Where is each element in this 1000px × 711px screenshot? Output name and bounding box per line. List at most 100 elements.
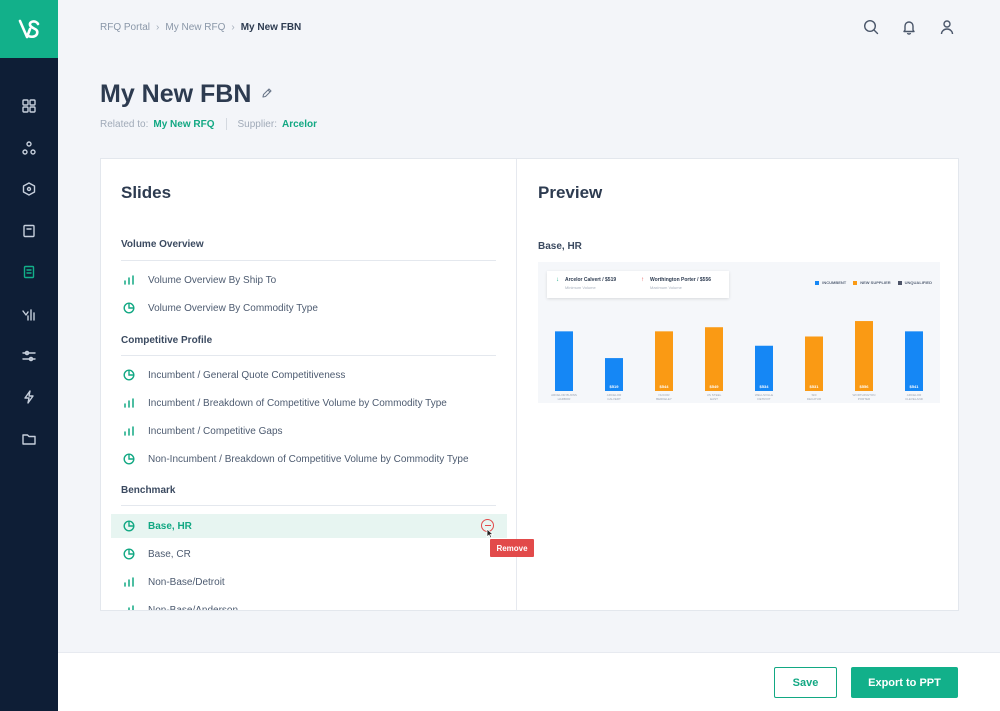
search-icon[interactable] xyxy=(862,18,880,36)
bell-icon[interactable] xyxy=(900,18,918,36)
bar-chart-icon xyxy=(123,576,135,588)
section-divider xyxy=(121,355,496,356)
edit-pencil-icon[interactable] xyxy=(261,86,273,104)
network-icon xyxy=(22,141,36,155)
x-tick-label: DETROIT xyxy=(757,397,770,401)
slide-list-item[interactable]: Incumbent / Competitive Gaps xyxy=(111,419,507,443)
bar-data-label: $549 xyxy=(710,384,720,389)
section-title: Competitive Profile xyxy=(121,335,213,346)
breadcrumb-separator: › xyxy=(156,22,160,33)
x-tick-label: DECATUR xyxy=(807,397,822,401)
slide-label: Non-Base/Anderson xyxy=(148,604,239,611)
lightning-icon xyxy=(24,390,34,404)
slide-list-item[interactable]: Non-Base/Anderson xyxy=(111,598,507,610)
slide-list-item[interactable]: Base, HR xyxy=(111,514,507,538)
slide-label: Incumbent / General Quote Competitivenes… xyxy=(148,369,346,381)
slide-label: Base, CR xyxy=(148,548,191,560)
sidebar-item-analytics[interactable] xyxy=(0,299,58,329)
slides-panel[interactable]: Slides Volume Overview Volume Overview By… xyxy=(101,159,516,610)
page-title: My New FBN xyxy=(100,80,252,108)
supplier-link[interactable]: Arcelor xyxy=(281,118,317,130)
column-divider xyxy=(516,159,517,610)
max-stat: ↑ Worthington Porter / $556 Maximum Volu… xyxy=(641,277,712,290)
bar-chart-icon xyxy=(123,397,135,409)
pie-chart-icon xyxy=(123,369,135,381)
slide-list-item[interactable]: Non-Base/Detroit xyxy=(111,570,507,594)
slide-list-item[interactable]: Incumbent / Breakdown of Competitive Vol… xyxy=(111,391,507,415)
chart-bar xyxy=(705,327,723,391)
user-icon[interactable] xyxy=(938,18,956,36)
section-divider xyxy=(121,260,496,261)
breadcrumb-item-my-new-rfq[interactable]: My New RFQ xyxy=(165,22,226,33)
legend-swatch xyxy=(815,280,820,285)
legend-label: UNQUALIFIED xyxy=(904,280,932,285)
section-title: Volume Overview xyxy=(121,239,204,250)
related-rfq-link[interactable]: My New RFQ xyxy=(153,118,215,130)
x-tick-label: ARCELOR xyxy=(907,393,922,397)
slide-list-item[interactable]: Volume Overview By Ship To xyxy=(111,268,507,292)
brand-logo[interactable] xyxy=(0,0,58,58)
bar-chart-icon xyxy=(123,604,135,610)
breadcrumb-item-rfq-portal[interactable]: RFQ Portal xyxy=(100,22,151,33)
slides-card: Slides Volume Overview Volume Overview By… xyxy=(100,158,959,611)
x-tick-label: CLEVELAND xyxy=(905,397,924,401)
x-tick-label: NUCOR xyxy=(659,393,671,397)
chart-bar xyxy=(855,321,873,391)
breadcrumb: RFQ Portal › My New RFQ › My New FBN xyxy=(100,22,301,33)
slide-preview-thumbnail[interactable]: ↓ Arcelor Calvert / $519 Minimum Volume … xyxy=(538,262,940,403)
folder-icon xyxy=(22,434,36,445)
chart-bar xyxy=(555,331,573,391)
pie-chart-icon xyxy=(123,453,135,465)
mouse-cursor-icon xyxy=(486,528,494,539)
chart-bar xyxy=(655,331,673,391)
chart-bar xyxy=(605,358,623,391)
slide-label: Incumbent / Breakdown of Competitive Vol… xyxy=(148,397,447,409)
max-stat-name: Worthington Porter / $556 xyxy=(650,277,712,283)
bar-data-label: $556 xyxy=(860,384,870,389)
bar-data-label: $541 xyxy=(910,384,920,389)
sidebar-item-hexagon[interactable] xyxy=(0,174,58,204)
brand-logo-icon xyxy=(18,19,40,39)
header-actions xyxy=(862,18,956,36)
pie-chart-icon xyxy=(123,302,135,314)
bar-chart-icon xyxy=(123,274,135,286)
arrow-up-icon: ↑ xyxy=(641,277,644,283)
sidebar-item-network[interactable] xyxy=(0,133,58,163)
legend-incumbent: INCUMBENT xyxy=(815,280,846,285)
breadcrumb-separator: › xyxy=(231,22,235,33)
legend-swatch xyxy=(853,280,858,285)
x-tick-label: SDI xyxy=(811,393,816,397)
report-icon xyxy=(23,265,35,279)
chart-legend: INCUMBENT NEW SUPPLIER UNQUALIFIED xyxy=(815,280,932,285)
slide-label: Non-Base/Detroit xyxy=(148,576,225,588)
section-divider xyxy=(121,505,496,506)
slide-list-item[interactable]: Base, CR xyxy=(111,542,507,566)
chart-bar xyxy=(755,345,773,391)
sidebar-item-folder[interactable] xyxy=(0,424,58,454)
sidebar-item-lightning[interactable] xyxy=(0,382,58,412)
sidebar-item-report[interactable] xyxy=(0,257,58,287)
sliders-icon xyxy=(22,350,36,362)
sidebar-item-document[interactable] xyxy=(0,216,58,246)
sidebar-item-dashboard-grid[interactable] xyxy=(0,91,58,121)
hexagon-icon xyxy=(22,182,36,196)
related-label: Related to: xyxy=(100,118,149,130)
bar-data-label: $531 xyxy=(810,384,820,389)
supplier-label: Supplier: xyxy=(237,118,277,130)
section-title: Benchmark xyxy=(121,485,176,496)
chart-bar xyxy=(905,331,923,391)
bar-data-label: $534 xyxy=(760,384,770,389)
export-to-ppt-button[interactable]: Export to PPT xyxy=(851,667,958,698)
x-tick-label: BERKELEY xyxy=(656,397,672,401)
save-button[interactable]: Save xyxy=(774,667,837,698)
x-tick-label: WORTHINGTON xyxy=(853,393,876,397)
slides-title: Slides xyxy=(121,183,172,202)
min-stat-sub: Minimum Volume xyxy=(565,285,596,290)
sidebar-item-sliders[interactable] xyxy=(0,341,58,371)
slide-list-item[interactable]: Non-Incumbent / Breakdown of Competitive… xyxy=(111,447,507,471)
bar-chart-icon xyxy=(123,425,135,437)
slide-list-item[interactable]: Volume Overview By Commodity Type xyxy=(111,296,507,320)
preview-bar-chart: ARCELOR BURNSHARBOR$519ARCELORCALVERT$54… xyxy=(551,321,924,401)
slide-label: Base, HR xyxy=(148,520,192,532)
slide-list-item[interactable]: Incumbent / General Quote Competitivenes… xyxy=(111,363,507,387)
